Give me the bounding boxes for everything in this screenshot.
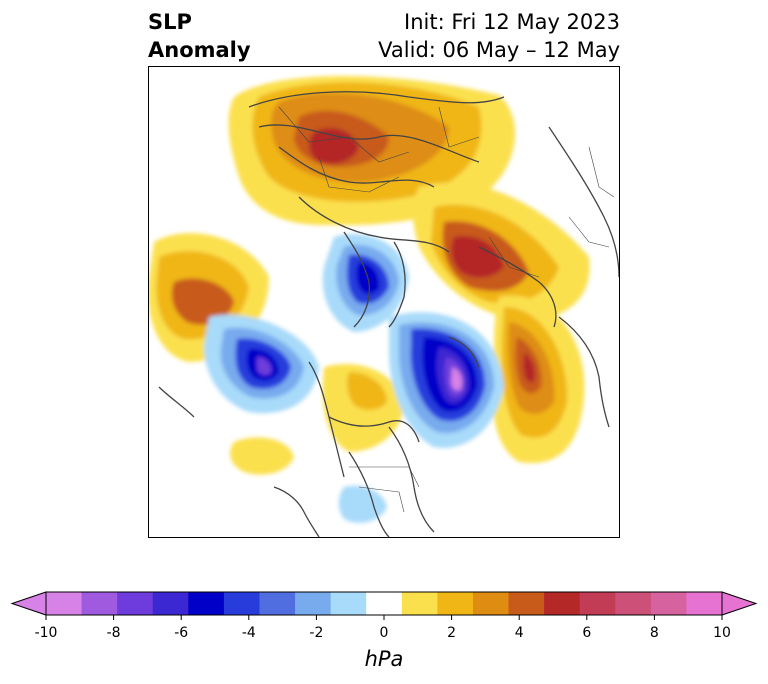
title-line-variable: SLP (148, 10, 192, 34)
colorbar-swatch (437, 592, 474, 615)
map-dates: Init: Fri 12 May 2023 Valid: 06 May – 12… (378, 8, 620, 64)
colorbar-swatch (472, 592, 510, 615)
colorbar-extend-min (10, 591, 47, 616)
colorbar-extend-max (721, 591, 758, 616)
colorbar-swatch (330, 592, 367, 615)
colorbar-tick-label: 8 (649, 625, 659, 641)
colorbar-tick-label: 0 (379, 625, 389, 641)
colorbar-swatch (117, 592, 154, 615)
colorbar-swatch (615, 592, 652, 615)
colorbar-tick-label: -2 (309, 625, 324, 641)
colorbar-swatch (686, 592, 723, 615)
colorbar-scale (10, 591, 758, 620)
borders (278, 106, 615, 513)
map-title: SLP Anomaly (148, 8, 251, 64)
map-panel (148, 66, 620, 538)
coastlines (158, 91, 619, 537)
colorbar-tick-label: 10 (713, 625, 731, 641)
colorbar-swatch (508, 592, 545, 615)
anomaly-map (149, 76, 619, 537)
init-date: Init: Fri 12 May 2023 (404, 10, 620, 34)
colorbar-tick-label: 4 (514, 625, 524, 641)
colorbar-swatch (579, 592, 616, 615)
colorbar-swatch (259, 592, 296, 615)
colorbar-swatch (650, 592, 687, 615)
colorbar-swatch (544, 592, 581, 615)
colorbar-tick-label: -4 (241, 625, 256, 641)
colorbar-swatch (223, 592, 260, 615)
colorbar-swatch (81, 592, 118, 615)
colorbar-swatch (366, 592, 403, 615)
colorbar: -10 -8 -6 -4 -2 0 2 4 6 8 10 hPa (0, 585, 768, 684)
title-line-anomaly: Anomaly (148, 38, 251, 62)
colorbar-tick-label: 6 (582, 625, 592, 641)
colorbar-swatch (188, 592, 225, 615)
colorbar-swatch (46, 592, 83, 615)
colorbar-swatch (152, 592, 189, 615)
colorbar-tick-label: -8 (106, 625, 121, 641)
colorbar-swatch (401, 592, 438, 615)
colorbar-tick-label: -10 (34, 625, 58, 641)
anomaly-fill (149, 76, 590, 523)
colorbar-unit-label: hPa (364, 647, 404, 671)
colorbar-swatch (295, 592, 332, 615)
colorbar-tick-label: -6 (174, 625, 189, 641)
valid-range: Valid: 06 May – 12 May (378, 38, 620, 62)
colorbar-tick-label: 2 (447, 625, 457, 641)
